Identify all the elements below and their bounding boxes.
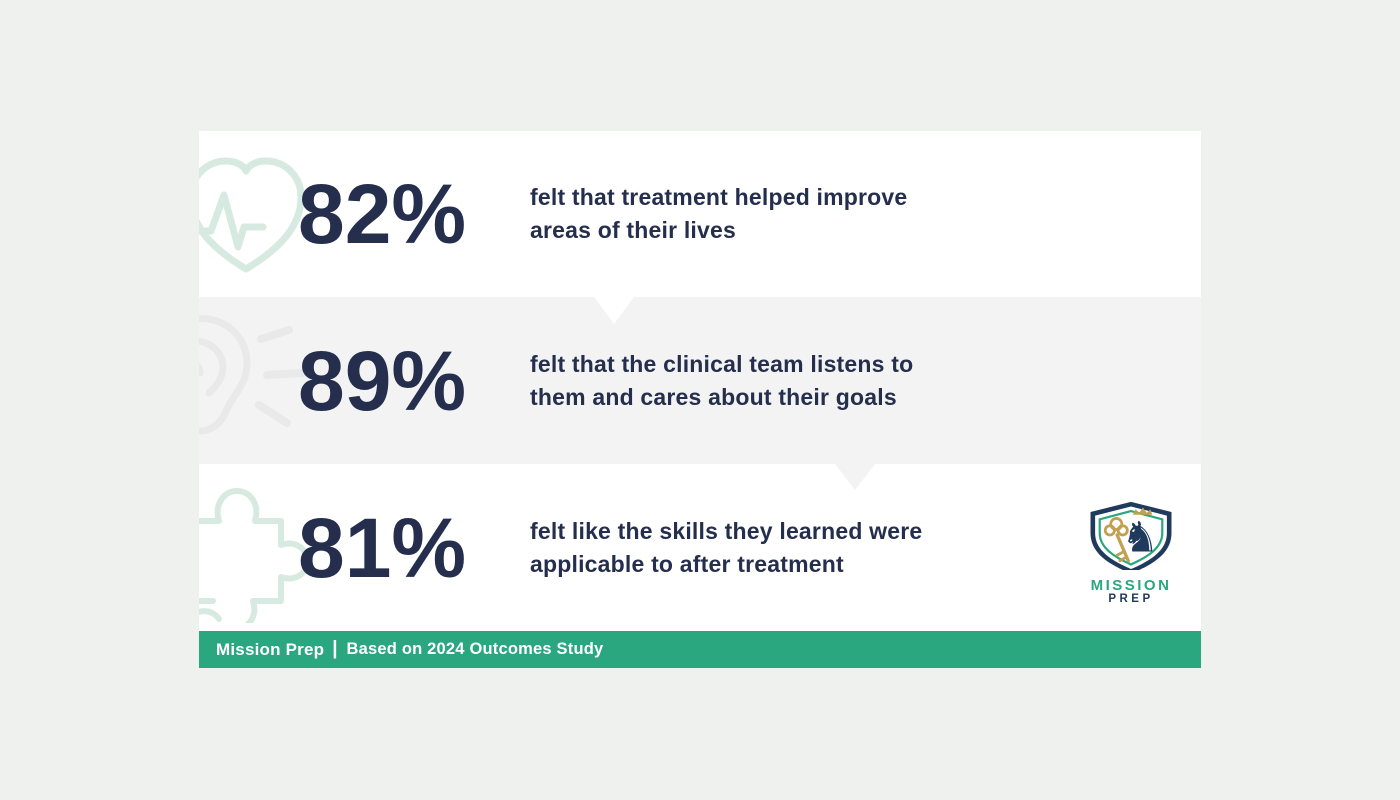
source-footer-bar: Mission Prep | Based on 2024 Outcomes St… [199,631,1201,668]
stat-row-skills-applicable: 81% felt like the skills they learned we… [199,464,1201,631]
stat-description-line2: areas of their lives [530,217,736,243]
stat-description: felt that treatment helped improve areas… [530,181,1090,247]
row-divider-notch [594,297,634,324]
logo-subword: PREP [1108,593,1154,605]
stat-description-line2: applicable to after treatment [530,550,844,577]
svg-text:♞: ♞ [1121,513,1159,562]
stat-description-line1: felt that the clinical team listens to [530,350,914,377]
stat-description: felt that the clinical team listens to t… [530,348,1090,414]
footer-brand: Mission Prep [216,639,325,659]
listening-ear-icon [199,314,307,434]
outcomes-infographic-card: 82% felt that treatment helped improve a… [199,131,1201,668]
stat-row-clinical-team: 89% felt that the clinical team listens … [199,297,1201,464]
puzzle-piece-icon [199,487,310,623]
stat-description-line1: felt that treatment helped improve [530,184,908,210]
stat-description-line1: felt like the skills they learned were [530,517,923,544]
mission-prep-logo: ♞ MISSION PREP [1083,500,1179,606]
logo-wordmark: MISSION [1090,577,1172,594]
stat-percent: 82% [298,167,467,261]
stat-description-line2: them and cares about their goals [530,383,897,410]
shield-lion-key-icon: ♞ [1090,501,1172,574]
row-divider-notch [835,464,875,490]
footer-separator: | [332,637,338,659]
footer-source-note: Based on 2024 Outcomes Study [346,640,604,658]
stat-description: felt like the skills they learned were a… [530,515,1090,581]
stat-row-treatment-improve: 82% felt that treatment helped improve a… [199,131,1201,297]
stat-percent: 81% [298,500,467,595]
stat-percent: 89% [298,333,467,428]
heartbeat-heart-icon [199,157,305,273]
